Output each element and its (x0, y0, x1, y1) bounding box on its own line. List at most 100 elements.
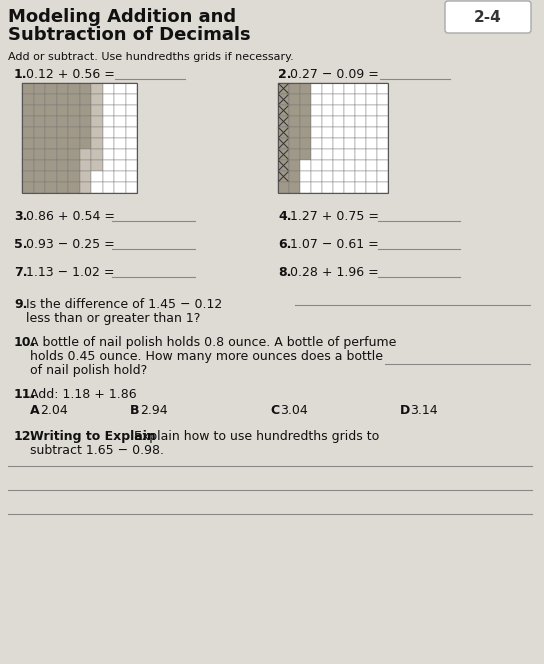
Bar (366, 182, 377, 193)
Bar (355, 127, 366, 138)
Bar (91, 171, 102, 182)
Text: 2.94: 2.94 (140, 404, 168, 417)
Bar (45, 105, 57, 116)
Bar (68, 127, 79, 138)
Bar (126, 105, 137, 116)
Bar (57, 160, 68, 171)
Bar (278, 182, 289, 193)
Bar (102, 160, 114, 171)
Bar (45, 182, 57, 193)
Bar (57, 94, 68, 105)
Bar (333, 149, 344, 160)
Bar (333, 105, 344, 116)
Bar (102, 94, 114, 105)
Text: Modeling Addition and: Modeling Addition and (8, 8, 236, 26)
Bar (126, 171, 137, 182)
Text: A bottle of nail polish holds 0.8 ounce. A bottle of perfume: A bottle of nail polish holds 0.8 ounce.… (30, 336, 397, 349)
Bar (344, 83, 355, 94)
Bar (366, 94, 377, 105)
Bar (289, 138, 300, 149)
Bar (355, 182, 366, 193)
Bar (22, 83, 34, 94)
Bar (79, 149, 91, 160)
Bar (377, 149, 388, 160)
Bar (22, 127, 34, 138)
Bar (22, 149, 34, 160)
Bar (278, 138, 289, 149)
Bar (311, 149, 322, 160)
Bar (278, 127, 289, 138)
Bar (377, 83, 388, 94)
Bar (278, 160, 289, 171)
Bar (322, 171, 333, 182)
Bar (34, 83, 45, 94)
Text: 9.: 9. (14, 298, 27, 311)
Bar (344, 116, 355, 127)
Bar (344, 160, 355, 171)
Bar (91, 105, 102, 116)
Bar (22, 83, 137, 193)
Bar (377, 105, 388, 116)
Bar (300, 171, 311, 182)
Bar (79, 160, 91, 171)
Bar (68, 83, 79, 94)
Bar (377, 171, 388, 182)
Bar (300, 149, 311, 160)
Bar (355, 171, 366, 182)
Bar (333, 182, 344, 193)
Text: Subtraction of Decimals: Subtraction of Decimals (8, 26, 251, 44)
Bar (300, 94, 311, 105)
Bar (45, 138, 57, 149)
Bar (45, 171, 57, 182)
Bar (289, 105, 300, 116)
Bar (34, 138, 45, 149)
Bar (300, 182, 311, 193)
Bar (91, 182, 102, 193)
Text: of nail polish hold?: of nail polish hold? (30, 364, 147, 377)
Bar (322, 83, 333, 94)
Bar (366, 83, 377, 94)
Bar (289, 127, 300, 138)
Bar (126, 83, 137, 94)
Bar (366, 149, 377, 160)
Bar (311, 160, 322, 171)
Text: B: B (130, 404, 139, 417)
Bar (366, 105, 377, 116)
Bar (22, 171, 34, 182)
Bar (22, 116, 34, 127)
Text: 2.04: 2.04 (40, 404, 68, 417)
Bar (289, 149, 300, 160)
Bar (45, 116, 57, 127)
Text: 0.28 + 1.96 =: 0.28 + 1.96 = (290, 266, 383, 279)
Bar (377, 127, 388, 138)
Bar (344, 127, 355, 138)
Bar (322, 149, 333, 160)
Bar (114, 127, 126, 138)
Bar (322, 105, 333, 116)
Bar (333, 83, 344, 94)
Text: 11.: 11. (14, 388, 36, 401)
Bar (102, 116, 114, 127)
Bar (102, 182, 114, 193)
Bar (366, 160, 377, 171)
Text: 0.93 − 0.25 =: 0.93 − 0.25 = (26, 238, 119, 251)
Text: C: C (270, 404, 279, 417)
Bar (57, 182, 68, 193)
Bar (300, 105, 311, 116)
Bar (300, 116, 311, 127)
Text: 2.: 2. (278, 68, 292, 81)
Bar (102, 138, 114, 149)
Bar (68, 171, 79, 182)
Bar (333, 171, 344, 182)
Bar (377, 182, 388, 193)
Bar (322, 127, 333, 138)
Bar (114, 149, 126, 160)
Text: 3.14: 3.14 (410, 404, 437, 417)
Bar (333, 160, 344, 171)
Text: 10.: 10. (14, 336, 36, 349)
Text: 3.04: 3.04 (280, 404, 308, 417)
Bar (79, 138, 91, 149)
Bar (344, 182, 355, 193)
Text: 1.07 − 0.61 =: 1.07 − 0.61 = (290, 238, 383, 251)
Bar (355, 160, 366, 171)
